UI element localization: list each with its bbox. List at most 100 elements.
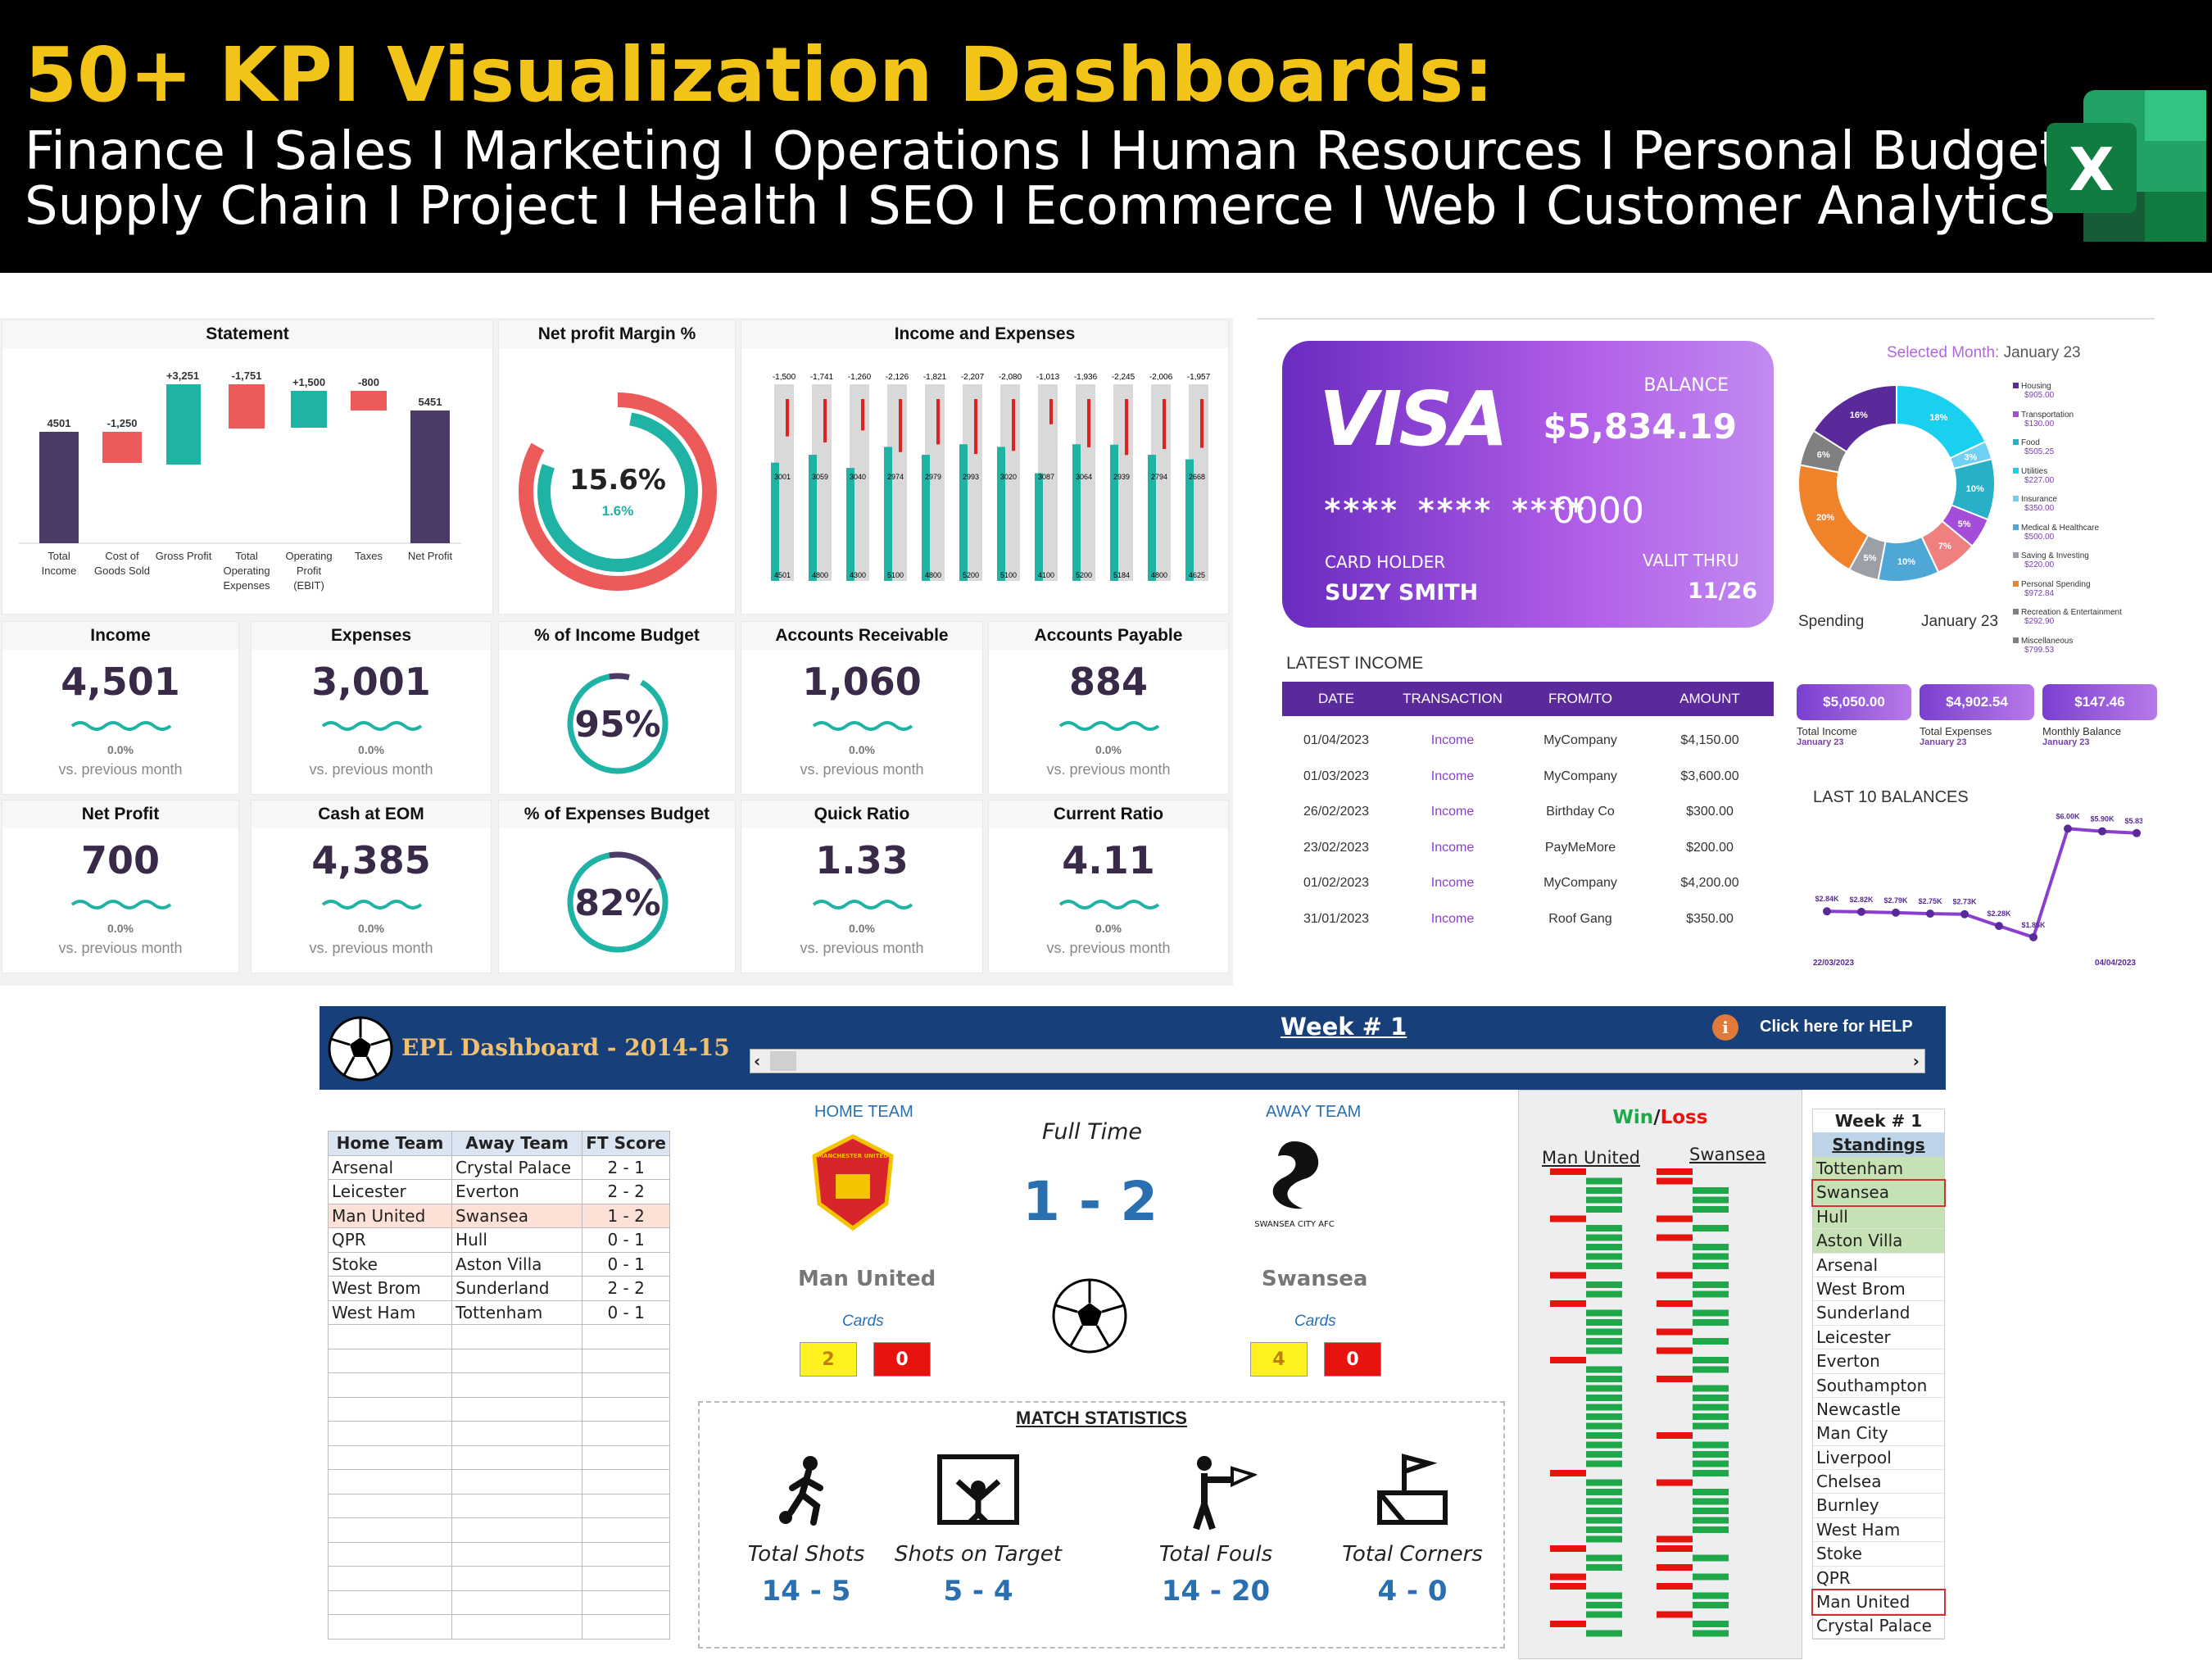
wl-home-bar [1550, 1272, 1586, 1279]
standing-row[interactable]: Liverpool [1813, 1446, 1944, 1471]
excel-icon: X [2047, 90, 2206, 242]
wl-home-bar [1586, 1309, 1622, 1317]
ie-mid-label: 2668 [1189, 473, 1205, 481]
wl-away-bar [1657, 1177, 1693, 1185]
wl-away-bar [1657, 1611, 1693, 1618]
fixture-row[interactable]: Leicester Everton 2 - 2 [327, 1179, 670, 1204]
legend-item: Miscellaneous $799.53 [2013, 637, 2152, 665]
wl-away-bar [1693, 1206, 1729, 1213]
help-link[interactable]: Click here for HELP [1760, 1018, 1913, 1036]
standing-row[interactable]: Sunderland [1813, 1301, 1944, 1326]
help-icon[interactable]: i [1712, 1014, 1738, 1041]
wl-away-bar [1693, 1517, 1729, 1524]
kpi-value: 884 [1068, 660, 1149, 704]
standing-row[interactable]: Tottenham [1813, 1157, 1944, 1182]
wl-away-bar [1693, 1281, 1729, 1288]
ie-bot-label: 4300 [850, 571, 866, 579]
fixture-row[interactable]: QPR Hull 0 - 1 [327, 1227, 670, 1253]
week-scrollbar[interactable]: ‹ › [750, 1049, 1925, 1073]
ie-mid-label: 2993 [963, 473, 979, 481]
ie-bot-label: 4800 [1151, 571, 1167, 579]
wl-home-bar [1586, 1253, 1622, 1260]
scroll-left-arrow[interactable]: ‹ [754, 1051, 761, 1071]
standing-row[interactable]: Aston Villa [1813, 1229, 1944, 1254]
wl-home-bar [1586, 1404, 1622, 1411]
stmt-cat-6: Net Profit [408, 550, 453, 562]
standing-row[interactable]: Hull [1813, 1204, 1944, 1230]
wl-home-bar [1586, 1206, 1622, 1213]
fixture-row[interactable]: West Ham Tottenham 0 - 1 [327, 1299, 670, 1325]
standing-row[interactable]: Stoke [1813, 1542, 1944, 1567]
scroll-right-arrow[interactable]: › [1912, 1051, 1920, 1071]
home-yellow-cards: 2 [800, 1342, 857, 1377]
wl-away-bar [1657, 1432, 1693, 1439]
empty-row [327, 1372, 670, 1398]
wl-home-bar [1550, 1168, 1586, 1175]
standing-row[interactable]: Arsenal [1813, 1254, 1944, 1277]
wl-away-bar [1693, 1196, 1729, 1204]
selected-value: January 23 [2003, 344, 2081, 361]
wl-home-bar [1586, 1263, 1622, 1269]
fixture-row[interactable]: West Brom Sunderland 2 - 2 [327, 1276, 670, 1301]
fixture-row[interactable]: Stoke Aston Villa 0 - 1 [327, 1251, 670, 1277]
wl-home-bar [1586, 1460, 1622, 1467]
ie-top-label: -2,006 [1149, 373, 1173, 382]
standing-row[interactable]: Man United [1811, 1589, 1946, 1617]
wl-home-bar [1586, 1244, 1622, 1250]
wl-home-bar [1586, 1554, 1622, 1562]
wl-away-bar [1693, 1395, 1729, 1401]
ie-mid-label: 2974 [887, 473, 904, 481]
wl-home-bar [1586, 1451, 1622, 1458]
wl-away-bar [1693, 1309, 1729, 1317]
wl-home-bar [1586, 1281, 1622, 1288]
spending-legend: Housing $905.00 Transportation $130.00 Food $… [2013, 382, 2152, 664]
standing-row[interactable]: Leicester [1813, 1326, 1944, 1350]
standing-row[interactable]: Swansea [1811, 1179, 1946, 1207]
standing-row[interactable]: Everton [1813, 1349, 1944, 1374]
wl-away-bar [1693, 1602, 1729, 1608]
standing-row[interactable]: West Brom [1813, 1277, 1944, 1302]
income-expenses-chart: -1,500 3001 4501 -1,741 3059 4800 -1,260 3040 43… [771, 373, 1211, 581]
wl-away-bar [1693, 1338, 1729, 1345]
standing-row[interactable]: Chelsea [1813, 1470, 1944, 1494]
empty-row [327, 1445, 670, 1470]
visa-card: VISA BALANCE $5,834.19 **** **** **** 00… [1282, 341, 1774, 628]
fixture-row[interactable]: Arsenal Crystal Palace 2 - 1 [327, 1154, 670, 1180]
wl-away-bar [1693, 1451, 1729, 1458]
ie-bot-label: 5100 [1000, 571, 1017, 579]
standing-row[interactable]: QPR [1813, 1567, 1944, 1591]
legend-item: Personal Spending $972.84 [2013, 580, 2152, 609]
last10-title: LAST 10 BALANCES [1813, 788, 1969, 806]
label-net: 5451 [419, 396, 442, 408]
last10-label: $2.28K [1987, 909, 2011, 918]
last10-label: $2.73K [1952, 898, 1977, 906]
kpi-pct: 0.0% [107, 922, 134, 935]
donut-pct: 10% [1897, 557, 1915, 567]
standing-row[interactable]: Southampton [1813, 1374, 1944, 1398]
standing-row[interactable]: Crystal Palace [1813, 1614, 1944, 1639]
standing-row[interactable]: Newcastle [1813, 1398, 1944, 1422]
last10-point [2029, 932, 2037, 941]
scroll-thumb[interactable] [770, 1051, 796, 1071]
wl-away-bar [1657, 1347, 1693, 1354]
kpi-title: Accounts Payable [989, 622, 1228, 650]
last10-chart: $2.84K $2.82K $2.79K $2.75K $2.73K $2.28K $1.8… [1813, 812, 2142, 967]
ie-income-bar [1035, 473, 1043, 581]
ie-mid-label: 3001 [774, 473, 791, 481]
standing-row[interactable]: Burnley [1813, 1494, 1944, 1518]
standings-panel: Week # 1 Standings Tottenham Swansea Hull A… [1811, 1109, 1946, 1640]
card-mask: **** **** **** [1323, 492, 1586, 528]
bar-total-income [39, 432, 79, 543]
ie-top-label: -2,080 [999, 373, 1022, 382]
kpi-vs: vs. previous month [309, 761, 433, 778]
standing-row[interactable]: Man City [1813, 1422, 1944, 1446]
wl-home-bar [1586, 1385, 1622, 1392]
stmt-cat-4: Profit [297, 565, 322, 577]
banner: 50+ KPI Visualization Dashboards: Financ… [0, 0, 2212, 273]
standing-row[interactable]: West Ham [1813, 1518, 1944, 1543]
ie-income-bar [846, 468, 854, 581]
empty-row [327, 1493, 670, 1518]
fixture-row[interactable]: Man United Swansea 1 - 2 [327, 1203, 670, 1228]
match-stats-box: MATCH STATISTICS Total Shots 14 - 5 Shots … [698, 1401, 1505, 1649]
kpi-title: Expenses [252, 622, 491, 650]
